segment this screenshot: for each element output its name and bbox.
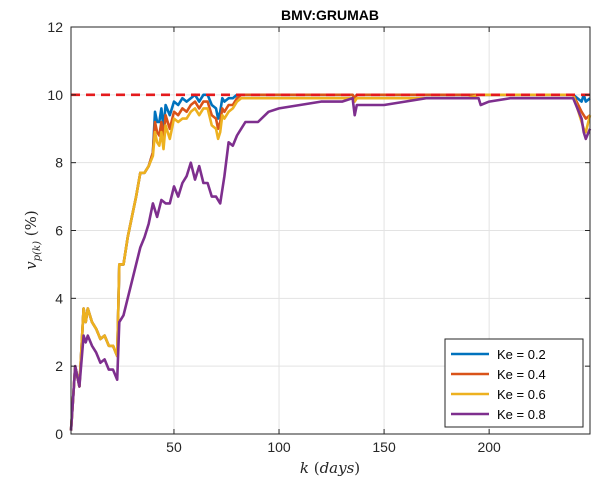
series-layer <box>69 93 592 431</box>
chart-title: BMV:GRUMAB <box>281 7 379 23</box>
x-tick-label: 100 <box>267 439 291 455</box>
y-tick-label: 4 <box>55 290 63 306</box>
legend: Ke = 0.2 Ke = 0.4 Ke = 0.6 Ke = 0.8 <box>444 338 584 428</box>
x-tick-label: 50 <box>166 439 182 455</box>
legend-label: Ke = 0.6 <box>497 387 546 402</box>
x-tick-label: 150 <box>372 439 396 455</box>
y-tick-label: 2 <box>55 358 63 374</box>
y-tick-label: 10 <box>47 87 63 103</box>
y-tick-label: 0 <box>55 426 63 442</box>
legend-label: Ke = 0.8 <box>497 407 546 422</box>
legend-label: Ke = 0.2 <box>497 347 546 362</box>
x-axis-title: k (days) <box>300 459 360 477</box>
y-tick-label: 8 <box>55 155 63 171</box>
series-line-4 <box>69 96 592 431</box>
x-tick-label: 200 <box>477 439 501 455</box>
y-tick-label: 12 <box>47 19 63 35</box>
y-axis-title: vp(k) (%) <box>22 210 43 269</box>
tick-labels: 50 100 150 200 0 2 4 6 8 10 12 <box>47 19 590 455</box>
svg-text:vp(k) (%): vp(k) (%) <box>22 210 43 269</box>
y-tick-label: 6 <box>55 223 63 239</box>
legend-label: Ke = 0.4 <box>497 367 546 382</box>
